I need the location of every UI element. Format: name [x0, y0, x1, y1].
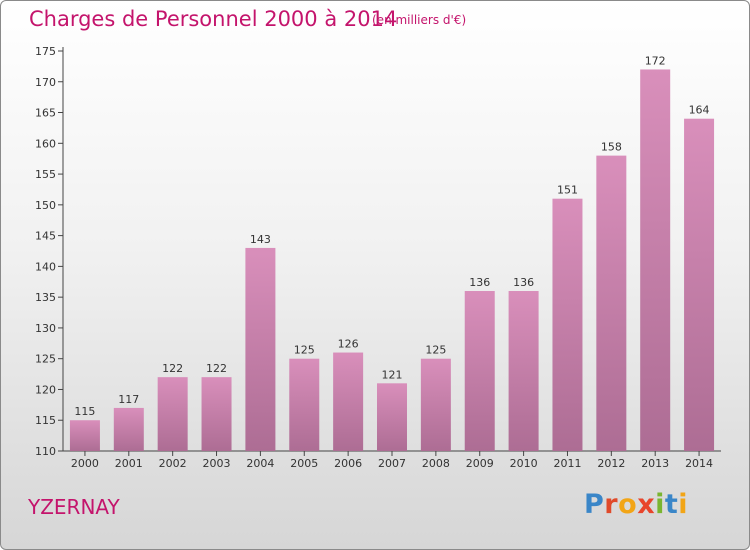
x-tick-label-2007: 2007: [378, 457, 406, 470]
y-tick-label: 125: [35, 353, 56, 366]
x-tick-label-2014: 2014: [685, 457, 713, 470]
bar-2014: [684, 118, 715, 451]
x-tick-label-2003: 2003: [203, 457, 231, 470]
x-tick-label-2004: 2004: [246, 457, 274, 470]
logo-letter: P: [584, 489, 605, 520]
x-tick-label-2012: 2012: [597, 457, 625, 470]
x-tick-label-2006: 2006: [334, 457, 362, 470]
town-name: YZERNAY: [28, 495, 120, 519]
data-label-2001: 117: [118, 393, 139, 406]
y-tick-label: 165: [35, 107, 56, 120]
y-tick-label: 145: [35, 230, 56, 243]
y-tick-label: 150: [35, 199, 56, 212]
bar-2008: [420, 358, 451, 451]
x-tick-label-2000: 2000: [71, 457, 99, 470]
logo-letter: r: [604, 489, 619, 520]
x-tick-label-2009: 2009: [466, 457, 494, 470]
data-label-2004: 143: [250, 233, 271, 246]
y-tick-label: 115: [35, 414, 56, 427]
data-label-2008: 125: [425, 344, 446, 357]
y-tick-label: 175: [35, 45, 56, 58]
data-label-2009: 136: [469, 276, 490, 289]
logo-letter: i: [678, 489, 689, 520]
data-label-2012: 158: [601, 141, 622, 154]
data-label-2006: 126: [338, 338, 359, 351]
y-tick-label: 155: [35, 168, 56, 181]
data-label-2003: 122: [206, 362, 227, 375]
logo-letter: i: [655, 489, 665, 520]
y-tick-label: 135: [35, 291, 56, 304]
bar-2003: [201, 377, 232, 451]
x-tick-label-2008: 2008: [422, 457, 450, 470]
y-tick-label: 170: [35, 76, 56, 89]
proxiti-logo: Proxiti: [584, 489, 688, 520]
data-label-2011: 151: [557, 184, 578, 197]
bar-2012: [596, 155, 627, 451]
chart-title: Charges de Personnel 2000 à 2014: [29, 7, 398, 31]
chart-subtitle: (en milliers d'€): [372, 13, 467, 27]
x-tick-label-2002: 2002: [159, 457, 187, 470]
y-tick-label: 110: [35, 445, 56, 458]
x-tick-label-2011: 2011: [553, 457, 581, 470]
bar-2006: [333, 352, 364, 451]
x-tick-label-2001: 2001: [115, 457, 143, 470]
y-tick-label: 130: [35, 322, 56, 335]
data-label-2002: 122: [162, 362, 183, 375]
y-tick-label: 160: [35, 137, 56, 150]
x-tick-label-2010: 2010: [510, 457, 538, 470]
bar-2013: [640, 69, 671, 451]
bar-2007: [377, 383, 407, 451]
data-label-2000: 115: [74, 405, 95, 418]
logo-letter: o: [618, 489, 638, 520]
data-label-2013: 172: [645, 54, 666, 67]
bar-2005: [289, 358, 320, 451]
x-tick-label-2013: 2013: [641, 457, 669, 470]
data-label-2005: 125: [294, 344, 315, 357]
y-tick-label: 120: [35, 383, 56, 396]
data-label-2010: 136: [513, 276, 534, 289]
bar-2004: [245, 247, 276, 451]
y-tick-label: 140: [35, 260, 56, 273]
bar-2000: [69, 420, 100, 451]
bar-2010: [508, 291, 539, 451]
bar-2009: [464, 291, 495, 451]
bar-2002: [157, 377, 188, 451]
bar-2001: [113, 407, 144, 451]
x-tick-label-2005: 2005: [290, 457, 318, 470]
bar-2011: [552, 198, 583, 451]
logo-letter: t: [664, 489, 679, 520]
logo-letter: x: [637, 489, 656, 520]
data-label-2007: 121: [382, 368, 403, 381]
data-label-2014: 164: [689, 104, 710, 117]
